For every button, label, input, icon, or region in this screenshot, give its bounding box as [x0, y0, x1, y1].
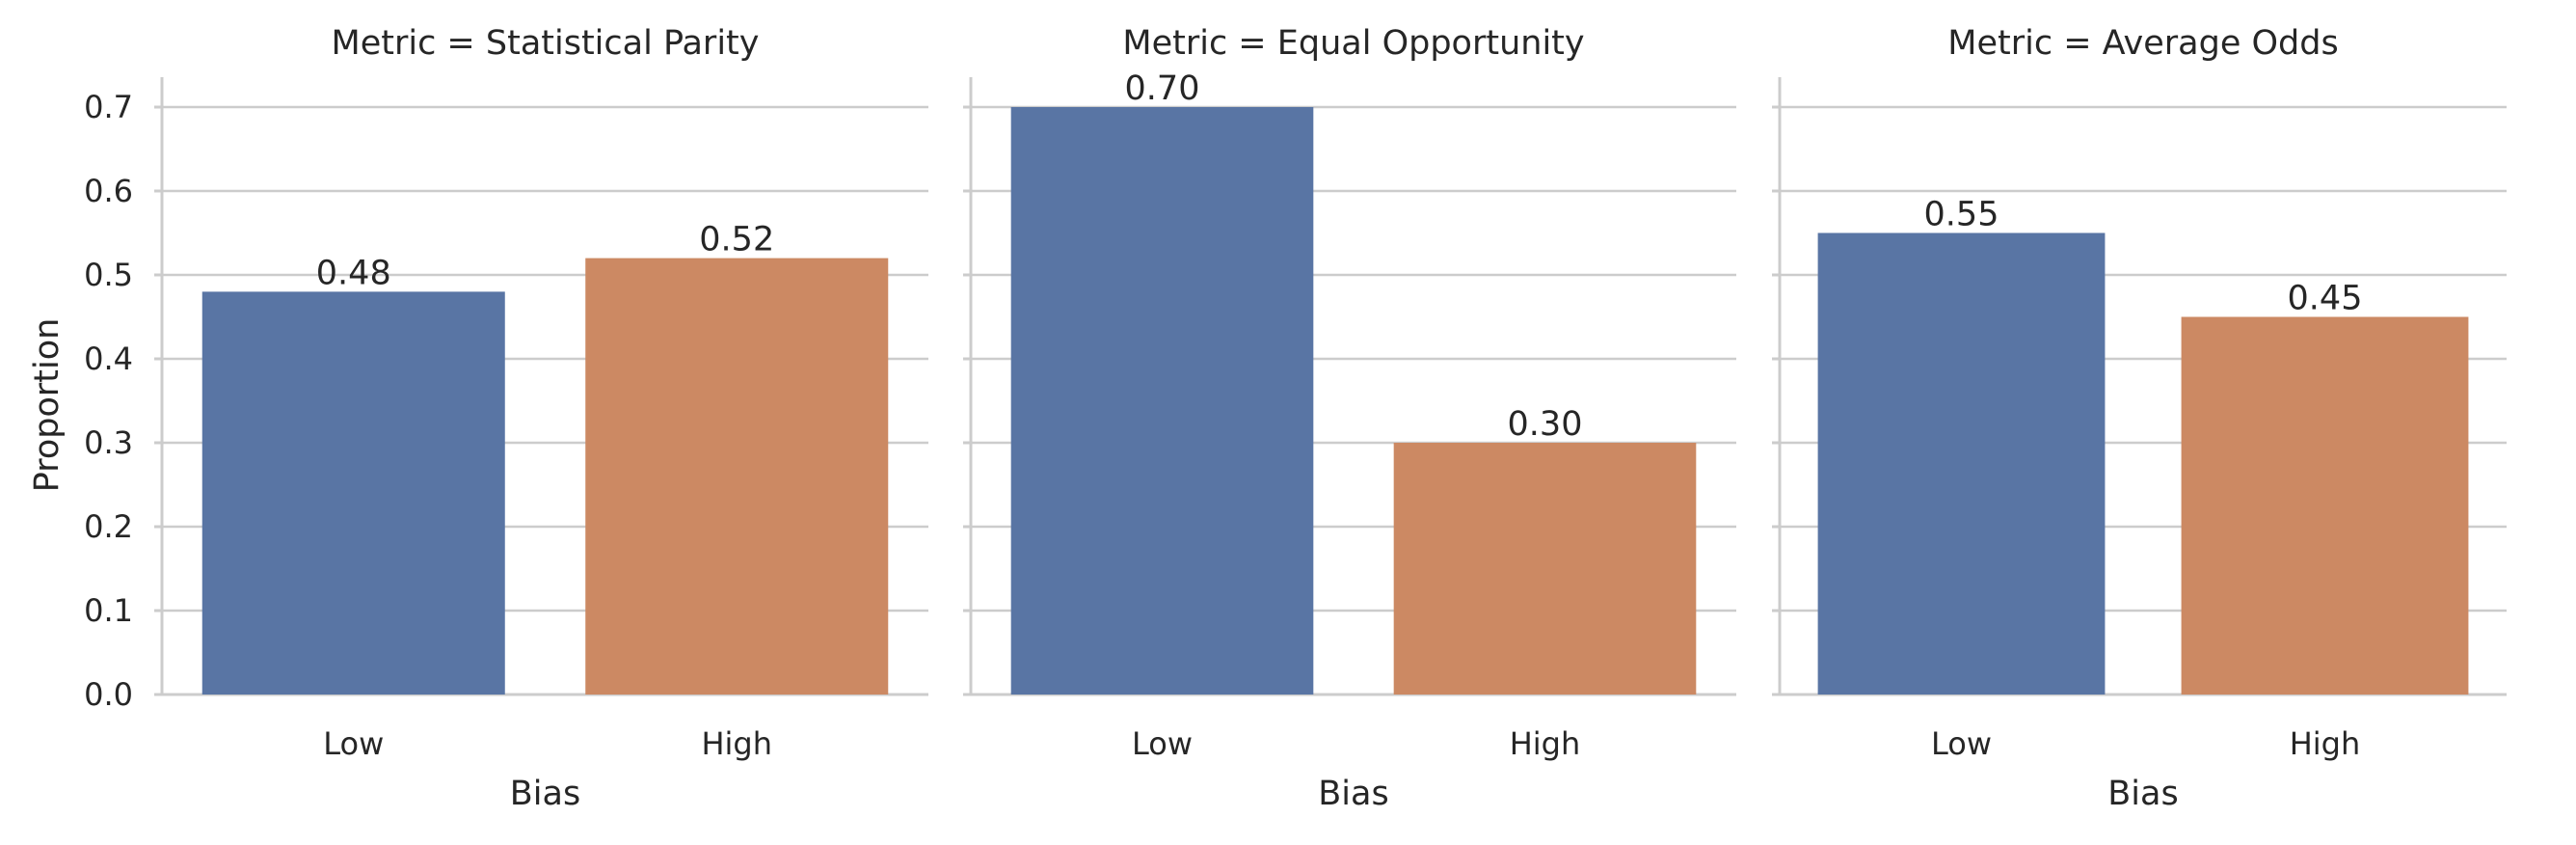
x-tick-label: High	[701, 725, 772, 762]
y-tick-label: 0.3	[84, 424, 133, 461]
x-axis-label: Bias	[1318, 775, 1388, 813]
x-tick-label: Low	[1931, 725, 1992, 762]
panel-title: Metric = Statistical Parity	[332, 24, 760, 63]
bar-high	[2181, 316, 2469, 695]
data-label: 0.48	[316, 254, 391, 292]
x-axis-label: Bias	[2107, 775, 2178, 813]
panel-title: Metric = Average Odds	[1947, 24, 2338, 63]
x-axis-label: Bias	[510, 775, 580, 813]
y-tick-label: 0.7	[84, 89, 133, 125]
bar-low	[1010, 107, 1314, 695]
x-tick-label: High	[1510, 725, 1581, 762]
data-label: 0.52	[699, 221, 774, 259]
panel-title: Metric = Equal Opportunity	[1122, 24, 1584, 63]
bar-low	[1817, 232, 2106, 695]
y-tick-label: 0.0	[84, 676, 133, 713]
y-axis-label: Proportion	[28, 318, 67, 493]
data-label: 0.45	[2288, 280, 2363, 318]
y-tick-label: 0.6	[84, 173, 133, 209]
x-tick-label: Low	[323, 725, 384, 762]
bar-high	[585, 258, 889, 695]
bar-high	[1393, 443, 1697, 695]
x-tick-label: High	[2290, 725, 2361, 762]
y-tick-label: 0.1	[84, 592, 133, 629]
bar-low	[201, 291, 505, 695]
data-label: 0.70	[1125, 69, 1200, 108]
data-label: 0.30	[1508, 405, 1583, 444]
y-tick-label: 0.2	[84, 508, 133, 545]
x-tick-label: Low	[1132, 725, 1193, 762]
data-label: 0.55	[1924, 196, 1999, 234]
y-tick-label: 0.4	[84, 341, 133, 377]
y-tick-label: 0.5	[84, 257, 133, 293]
